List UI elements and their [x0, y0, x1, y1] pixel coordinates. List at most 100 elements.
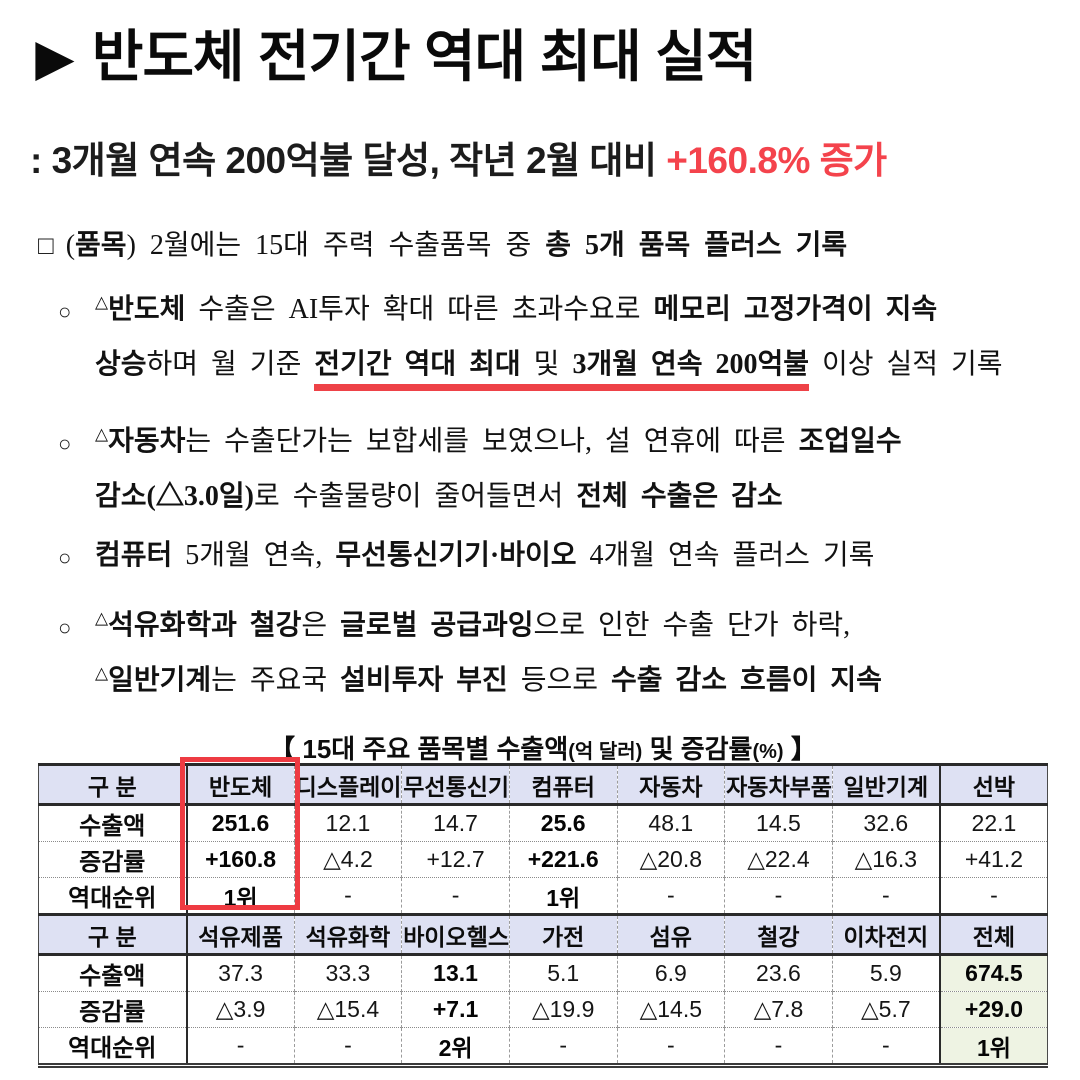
text-segment: 】 [783, 734, 817, 764]
circle-bullet-icon: ○ [58, 431, 72, 456]
text-segment: △ [95, 292, 109, 312]
text-segment: 4개월 연속 플러스 기록 [576, 540, 875, 571]
lead-paragraph: □ (품목) 2월에는 15대 주력 수출품목 중 총 5개 품목 플러스 기록 [38, 224, 847, 268]
table-cell: 674.5 [938, 954, 1048, 992]
text-segment: 품목 [75, 230, 127, 261]
text-segment: 메모리 고정가격이 지속 [653, 294, 938, 325]
table-cell: 22.1 [938, 804, 1048, 842]
text-segment: 일반기계 [108, 665, 212, 696]
table-cell: 14.7 [401, 804, 510, 842]
column-header-5: 섬유 [616, 913, 725, 956]
table-cell: △3.9 [186, 991, 295, 1028]
table-cell: 1위 [508, 877, 617, 915]
row-label: 역대순위 [38, 877, 188, 915]
table-cell: △20.8 [616, 841, 725, 878]
text-segment: 자동차 [108, 426, 186, 457]
table-cell: - [186, 1027, 295, 1068]
text-segment: (%) [752, 741, 784, 763]
text-segment: 무선통신기기·바이오 [335, 540, 577, 571]
circle-bullet-icon: ○ [58, 545, 72, 570]
table-cell: - [724, 877, 833, 915]
table-cell: 2위 [401, 1027, 510, 1068]
column-header-8: 전체 [938, 913, 1048, 956]
square-bullet-icon: □ [38, 231, 54, 260]
table-cell: - [724, 1027, 833, 1068]
table-cell: - [616, 877, 725, 915]
text-segment: 전체 수출은 감소 [576, 481, 783, 512]
text-segment: 하며 월 기준 [146, 349, 315, 380]
table-cell: - [508, 1027, 617, 1068]
text-segment: 및 [520, 349, 573, 391]
table-cell: △4.2 [293, 841, 402, 878]
table-cell: 37.3 [186, 954, 295, 992]
text-segment: 상승 [95, 349, 147, 380]
text-segment: 전기간 역대 최대 [314, 349, 521, 391]
table-cell: 48.1 [616, 804, 725, 842]
column-header-1: 반도체 [186, 763, 295, 806]
table-cell: - [616, 1027, 725, 1068]
bullet-line: △일반기계는 주요국 설비투자 부진 등으로 수출 감소 흐름이 지속 [95, 653, 1060, 708]
bullet-petrochemical: ○ △석유화학과 철강은 글로벌 공급과잉으로 인한 수출 단가 하락, △일반… [58, 598, 1060, 708]
table-cell: △22.4 [724, 841, 833, 878]
column-header-6: 자동차부품 [724, 763, 833, 806]
circle-bullet-icon: ○ [58, 299, 72, 324]
table-cell: △15.4 [293, 991, 402, 1028]
row-label: 수출액 [38, 954, 188, 992]
table-cell: - [938, 877, 1048, 915]
table-cell: - [293, 1027, 402, 1068]
column-header-5: 자동차 [616, 763, 725, 806]
text-segment: △ [95, 608, 109, 628]
text-segment: 컴퓨터 [95, 540, 173, 571]
table-cell: - [293, 877, 402, 915]
text-segment: 및 증감률 [642, 734, 753, 764]
row-label: 증감률 [38, 841, 188, 878]
bullet-line: 컴퓨터 5개월 연속, 무선통신기기·바이오 4개월 연속 플러스 기록 [95, 528, 1060, 583]
table-cell: △5.7 [831, 991, 940, 1028]
lead-paragraph-text: (품목) 2월에는 15대 주력 수출품목 중 총 5개 품목 플러스 기록 [66, 230, 847, 261]
table-cell: +41.2 [938, 841, 1048, 878]
text-segment: ( [65, 230, 76, 261]
column-header-2: 디스플레이 [293, 763, 402, 806]
bullet-line: △반도체 수출은 AI투자 확대 따른 초과수요로 메모리 고정가격이 지속 [95, 282, 1060, 337]
column-header-4: 가전 [508, 913, 617, 956]
table-cell: △14.5 [616, 991, 725, 1028]
text-segment: : 3개월 연속 200억불 달성, 작년 2월 대비 [30, 140, 667, 181]
column-header-7: 일반기계 [831, 763, 940, 806]
text-segment: 【 15대 주요 품목별 수출액 [269, 734, 569, 764]
text-segment: +160.8% 증가 [666, 140, 887, 181]
export-table: 구 분반도체디스플레이무선통신기기컴퓨터자동차자동차부품일반기계선박수출액251… [38, 763, 1048, 1068]
text-segment: 조업일수 [798, 426, 902, 457]
column-header-3: 바이오헬스 [401, 913, 510, 956]
circle-bullet-icon: ○ [58, 615, 72, 640]
text-segment: 이상 실적 기록 [809, 349, 1003, 380]
table-cell: 14.5 [724, 804, 833, 842]
column-header-8: 선박 [938, 763, 1048, 806]
table-corner-label: 구 분 [38, 763, 188, 806]
column-header-2: 석유화학 [293, 913, 402, 956]
table-cell: +221.6 [508, 841, 617, 878]
table-cell: 12.1 [293, 804, 402, 842]
page-title-text: 반도체 전기간 역대 최대 실적 [91, 25, 757, 88]
table-cell: - [401, 877, 510, 915]
table-cell: 13.1 [401, 954, 510, 992]
text-segment: 글로벌 공급과잉 [340, 610, 534, 641]
column-header-3: 무선통신기기 [401, 763, 510, 806]
text-segment: 설비투자 부진 [340, 665, 508, 696]
table-cell: △16.3 [831, 841, 940, 878]
triangle-bullet-icon: ▶ [36, 32, 73, 85]
table-corner-label: 구 분 [38, 913, 188, 956]
row-label: 역대순위 [38, 1027, 188, 1068]
table-cell: △19.9 [508, 991, 617, 1028]
table-cell: 33.3 [293, 954, 402, 992]
table-cell: 251.6 [186, 804, 295, 842]
table-cell: 25.6 [508, 804, 617, 842]
bullet-line: △석유화학과 철강은 글로벌 공급과잉으로 인한 수출 단가 하락, [95, 598, 1060, 653]
row-label: 증감률 [38, 991, 188, 1028]
text-segment: (억 달러) [568, 741, 643, 763]
export-table-wrap: 구 분반도체디스플레이무선통신기기컴퓨터자동차자동차부품일반기계선박수출액251… [38, 757, 1048, 1068]
table-caption: 【 15대 주요 품목별 수출액(억 달러) 및 증감률(%) 】 [38, 729, 1048, 766]
text-segment: 은 [301, 610, 341, 641]
table-cell: +160.8 [186, 841, 295, 878]
text-segment: 감소(△3.0일) [95, 481, 254, 512]
text-segment: 수출 감소 흐름이 지속 [611, 665, 882, 696]
